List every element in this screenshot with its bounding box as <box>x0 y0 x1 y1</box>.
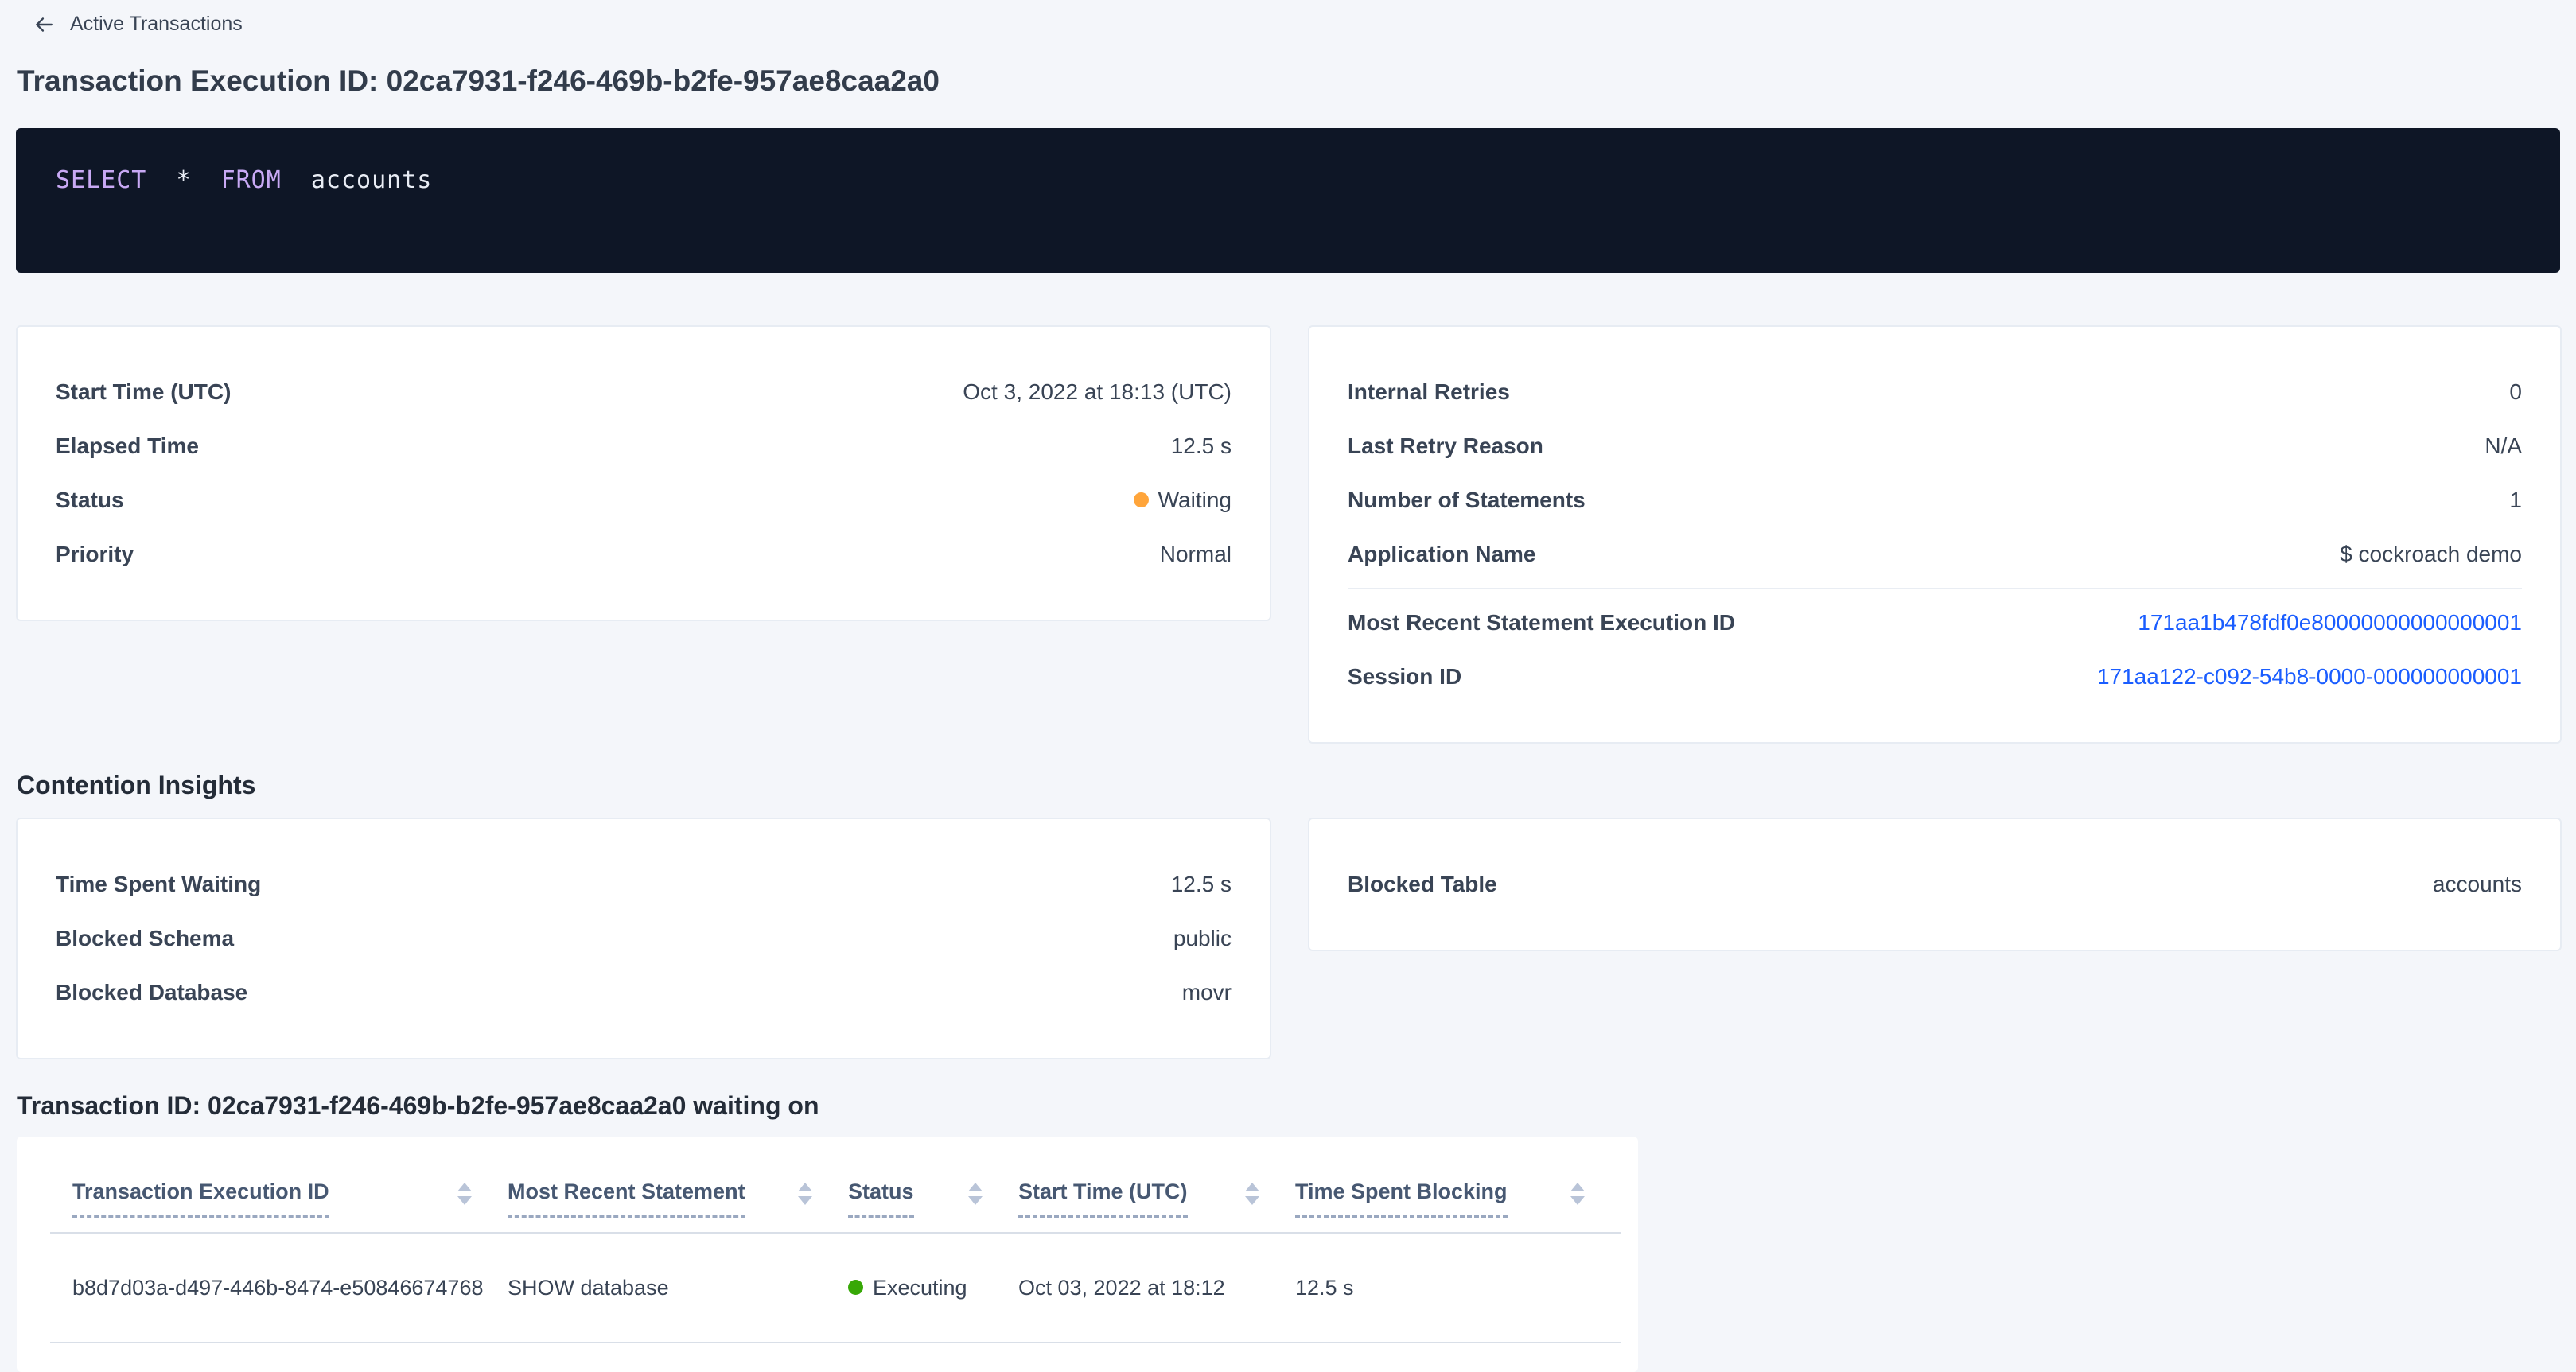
row-label: Elapsed Time <box>56 433 200 458</box>
details-card: Internal Retries 0 Last Retry Reason N/A… <box>1308 325 2562 744</box>
column-header-transaction-execution-id[interactable]: Transaction Execution ID <box>50 1178 508 1218</box>
row-value: 0 <box>2509 379 2522 404</box>
summary-row-status: Status Waiting <box>56 473 1232 527</box>
contention-cards-row: Time Spent Waiting 12.5 s Blocked Schema… <box>16 818 2562 1059</box>
back-arrow-icon <box>32 14 56 35</box>
summary-cards-row: Start Time (UTC) Oct 3, 2022 at 18:13 (U… <box>16 325 2562 744</box>
sql-statement-box: SELECT * FROM accounts <box>16 128 2560 273</box>
row-label: Time Spent Waiting <box>56 872 262 896</box>
status-value: Waiting <box>1133 488 1232 513</box>
contention-row-time-spent-waiting: Time Spent Waiting 12.5 s <box>56 857 1232 911</box>
column-header-label: Start Time (UTC) <box>1018 1178 1188 1218</box>
cell-time-spent-blocking: 12.5 s <box>1295 1275 1354 1300</box>
cell-transaction-execution-id: b8d7d03a-d497-446b-8474-e50846674768 <box>72 1275 484 1300</box>
details-row-application-name: Application Name $ cockroach demo <box>1348 527 2522 581</box>
column-header-most-recent-statement[interactable]: Most Recent Statement <box>508 1178 848 1218</box>
sql-keyword-select: SELECT <box>56 166 147 194</box>
back-link[interactable]: Active Transactions <box>0 0 243 36</box>
summary-card: Start Time (UTC) Oct 3, 2022 at 18:13 (U… <box>16 325 1271 621</box>
row-label: Blocked Schema <box>56 926 235 950</box>
row-label: Start Time (UTC) <box>56 379 232 404</box>
row-value: N/A <box>2485 433 2522 458</box>
contention-row-blocked-table: Blocked Table accounts <box>1348 857 2522 911</box>
card-divider <box>1348 588 2522 589</box>
sort-arrows-icon <box>798 1178 812 1205</box>
status-text: Executing <box>873 1275 967 1300</box>
row-value: 12.5 s <box>1170 872 1232 896</box>
row-label: Blocked Table <box>1348 872 1497 896</box>
sql-keyword-from: FROM <box>220 166 282 194</box>
sql-statement: SELECT * FROM accounts <box>56 166 2560 194</box>
table-row: b8d7d03a-d497-446b-8474-e50846674768 SHO… <box>50 1234 1621 1344</box>
column-header-label: Status <box>848 1178 914 1218</box>
row-value: $ cockroach demo <box>2340 542 2522 566</box>
details-row-session-id: Session ID 171aa122-c092-54b8-0000-00000… <box>1348 650 2522 704</box>
column-header-label: Most Recent Statement <box>508 1178 745 1218</box>
details-row-last-retry-reason: Last Retry Reason N/A <box>1348 419 2522 473</box>
status-text: Waiting <box>1158 488 1232 512</box>
sort-arrows-icon <box>457 1178 472 1205</box>
sql-star: * <box>176 166 192 194</box>
row-value: 12.5 s <box>1170 433 1232 458</box>
summary-row-start-time: Start Time (UTC) Oct 3, 2022 at 18:13 (U… <box>56 365 1232 419</box>
row-value: movr <box>1181 980 1232 1005</box>
column-header-status[interactable]: Status <box>848 1178 1018 1218</box>
details-row-internal-retries: Internal Retries 0 <box>1348 365 2522 419</box>
column-header-label: Time Spent Blocking <box>1295 1178 1508 1218</box>
row-label: Blocked Database <box>56 980 248 1005</box>
waiting-status-dot-icon <box>1133 492 1149 508</box>
summary-row-priority: Priority Normal <box>56 527 1232 581</box>
row-label: Session ID <box>1348 664 1462 689</box>
row-value: accounts <box>2432 872 2522 896</box>
cell-start-time: Oct 03, 2022 at 18:12 <box>1018 1275 1225 1300</box>
sort-arrows-icon <box>1570 1178 1585 1205</box>
row-value: 1 <box>2509 488 2522 512</box>
column-header-time-spent-blocking[interactable]: Time Spent Blocking <box>1295 1178 1621 1218</box>
column-header-label: Transaction Execution ID <box>72 1178 329 1218</box>
waiting-transactions-table: Transaction Execution ID Most Recent Sta… <box>17 1137 1638 1372</box>
back-link-label: Active Transactions <box>70 13 243 35</box>
contention-left-card: Time Spent Waiting 12.5 s Blocked Schema… <box>16 818 1271 1059</box>
sql-table-name: accounts <box>310 166 433 194</box>
page-title: Transaction Execution ID: 02ca7931-f246-… <box>17 64 940 97</box>
row-label: Application Name <box>1348 542 1536 566</box>
sort-arrows-icon <box>1245 1178 1259 1205</box>
contention-row-blocked-schema: Blocked Schema public <box>56 911 1232 966</box>
row-label: Number of Statements <box>1348 488 1586 512</box>
cell-status: Executing <box>848 1276 1018 1300</box>
waiting-on-heading: Transaction ID: 02ca7931-f246-469b-b2fe-… <box>17 1091 819 1120</box>
details-row-number-of-statements: Number of Statements 1 <box>1348 473 2522 527</box>
executing-status-dot-icon <box>848 1279 863 1295</box>
summary-row-elapsed-time: Elapsed Time 12.5 s <box>56 419 1232 473</box>
row-value: public <box>1173 926 1232 950</box>
details-row-statement-execution-id: Most Recent Statement Execution ID 171aa… <box>1348 596 2522 650</box>
statement-execution-id-link[interactable]: 171aa1b478fdf0e80000000000000001 <box>2138 610 2522 635</box>
session-id-link[interactable]: 171aa122-c092-54b8-0000-000000000001 <box>2096 664 2522 689</box>
table-header-row: Transaction Execution ID Most Recent Sta… <box>50 1178 1621 1234</box>
column-header-start-time[interactable]: Start Time (UTC) <box>1018 1178 1295 1218</box>
contention-right-card: Blocked Table accounts <box>1308 818 2562 951</box>
row-value: Normal <box>1159 542 1232 566</box>
contention-row-blocked-database: Blocked Database movr <box>56 966 1232 1020</box>
contention-insights-heading: Contention Insights <box>17 771 256 799</box>
row-label: Priority <box>56 542 134 566</box>
row-value: Oct 3, 2022 at 18:13 (UTC) <box>963 379 1232 404</box>
sort-arrows-icon <box>968 1178 983 1205</box>
row-label: Internal Retries <box>1348 379 1510 404</box>
cell-most-recent-statement: SHOW database <box>508 1275 669 1300</box>
row-label: Most Recent Statement Execution ID <box>1348 610 1735 635</box>
row-label: Last Retry Reason <box>1348 433 1543 458</box>
row-label: Status <box>56 488 124 512</box>
